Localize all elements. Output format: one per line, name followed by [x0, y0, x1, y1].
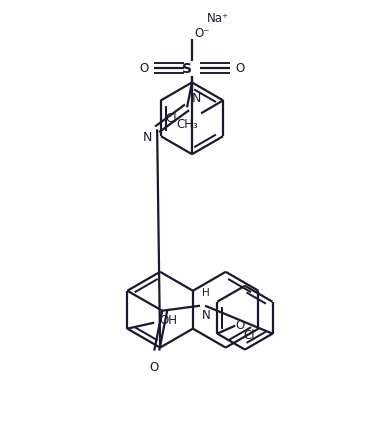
Text: H: H [202, 288, 210, 298]
Text: O⁻: O⁻ [194, 27, 210, 40]
Text: N: N [143, 131, 152, 144]
Text: Na⁺: Na⁺ [207, 12, 229, 25]
Text: N: N [192, 92, 201, 105]
Text: N: N [202, 309, 211, 322]
Text: O: O [236, 62, 245, 75]
Text: O: O [235, 319, 244, 332]
Text: O: O [150, 361, 159, 374]
Text: OH: OH [159, 314, 177, 327]
Text: S: S [182, 62, 192, 77]
Text: O: O [139, 62, 148, 75]
Text: CH₃: CH₃ [177, 118, 198, 131]
Text: Cl: Cl [243, 329, 255, 342]
Text: Cl: Cl [165, 112, 177, 125]
